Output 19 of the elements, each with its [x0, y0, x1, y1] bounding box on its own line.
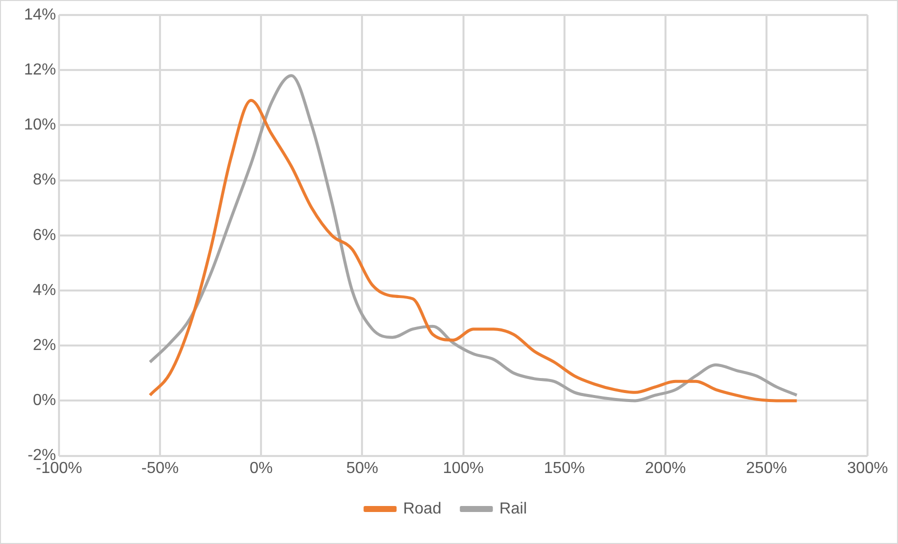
x-tick-label: 50%: [346, 460, 378, 477]
x-tick-label: 200%: [644, 460, 686, 477]
y-tick-label: 10%: [24, 116, 56, 134]
x-tick-label: -100%: [36, 460, 82, 477]
x-tick-label: 150%: [544, 460, 585, 477]
x-tick-label: 100%: [442, 460, 484, 477]
y-tick-label: 4%: [32, 282, 56, 299]
y-tick-label: 14%: [24, 6, 56, 24]
x-tick-label: 0%: [250, 460, 273, 477]
x-tick-label: 300%: [847, 460, 888, 477]
legend-label: Rail: [499, 500, 527, 518]
y-tick-label: 0%: [32, 392, 56, 410]
x-tick-label: 250%: [746, 460, 787, 477]
x-tick-label: -50%: [141, 460, 179, 477]
legend-label: Road: [403, 500, 442, 518]
y-tick-label: 2%: [32, 337, 56, 354]
y-tick-label: 8%: [32, 172, 56, 189]
y-tick-label: 6%: [32, 226, 56, 244]
y-tick-label: 12%: [24, 62, 56, 79]
